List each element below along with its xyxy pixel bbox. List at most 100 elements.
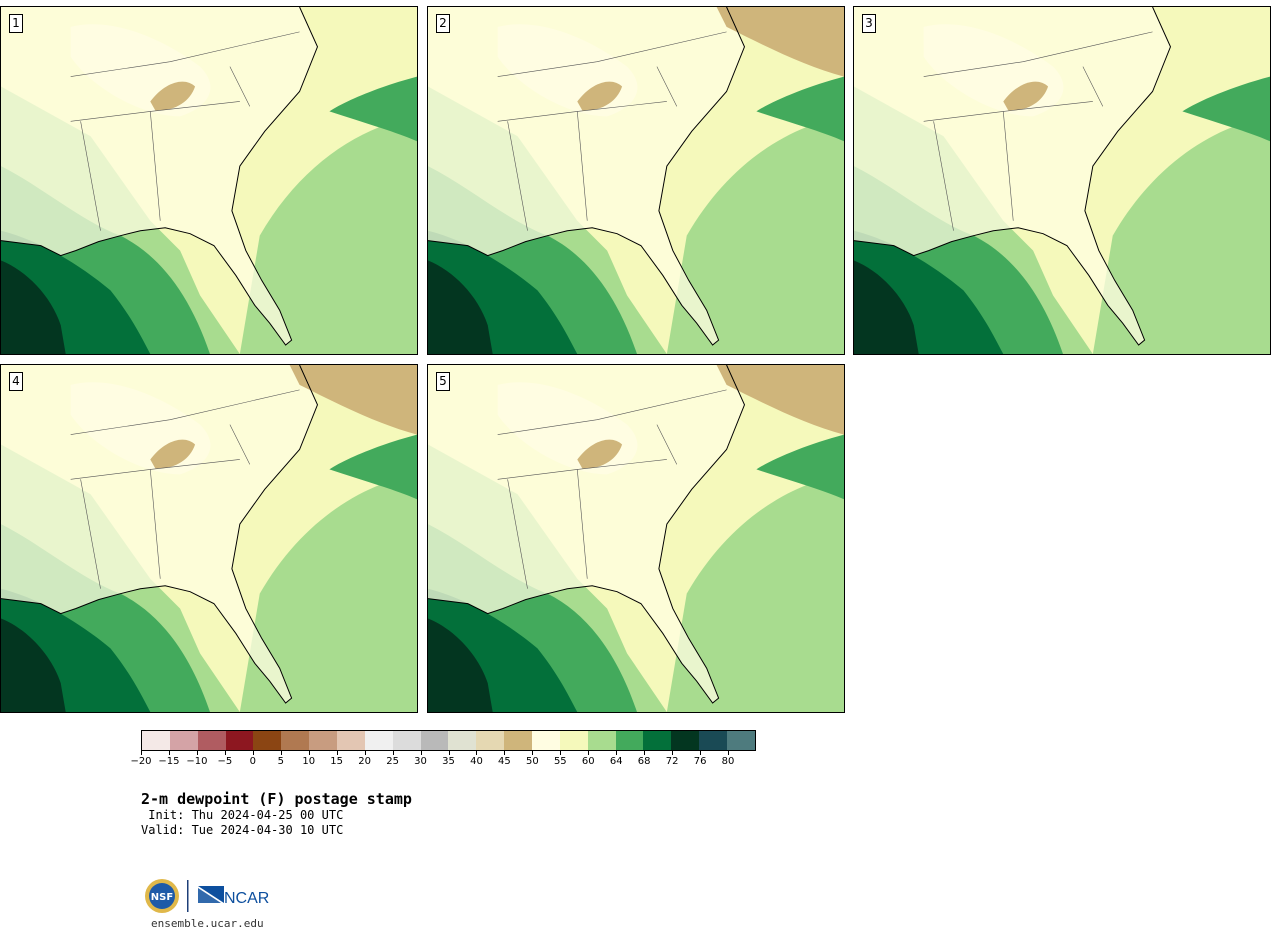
colorbar-swatch (448, 731, 477, 750)
colorbar-tick-label: 80 (721, 756, 735, 767)
colorbar-tick-mark (224, 751, 226, 755)
colorbar-ticks: −20 −15 −10 −5 0 5 10 15 20 25 30 35 40 45 50 55 60 64 68 7… (130, 751, 756, 771)
colorbar-tick-label: 76 (693, 756, 707, 767)
coastline-line (1, 7, 319, 346)
dry-pocket-region (577, 81, 623, 111)
colorbar-swatch (532, 731, 560, 750)
ncar-logo-icon: NCAR (198, 886, 269, 907)
coastline-line (854, 7, 1172, 346)
colorbar-tick-label: 35 (442, 756, 455, 767)
colorbar-swatch (337, 731, 365, 750)
dry-pocket-region (577, 439, 623, 469)
colorbar-tick-mark (504, 751, 506, 755)
plot-title: 2-m dewpoint (F) postage stamp (141, 790, 412, 808)
dry-pocket-region (150, 81, 196, 111)
colorbar-tick-mark (364, 751, 366, 755)
dewpoint-map-3 (854, 7, 1270, 354)
colorbar-swatch (197, 731, 226, 750)
colorbar-tick-label: −10 (186, 756, 208, 767)
humid-band-region (756, 434, 844, 500)
colorbar (141, 730, 756, 751)
dewpoint-map-4 (1, 365, 417, 712)
map-panel-4: 4 (0, 364, 418, 713)
colorbar-tick-mark (700, 751, 702, 755)
land-region (854, 7, 1171, 346)
humid-band-region (756, 76, 844, 142)
colorbar-tick-label: −5 (217, 756, 233, 767)
panel-label-1: 1 (9, 14, 23, 33)
coastline-line (428, 7, 746, 346)
map-panel-2: 2 (427, 6, 845, 355)
colorbar-swatch (392, 731, 421, 750)
colorbar-swatch (281, 731, 310, 750)
colorbar-swatch (364, 731, 393, 750)
state-borders-line (497, 389, 727, 589)
colorbar-tick-mark (336, 751, 338, 755)
humid-band-region (329, 76, 417, 142)
colorbar-swatch (309, 731, 338, 750)
state-borders-line (497, 31, 727, 231)
moist-ocean-region (1092, 116, 1270, 354)
colorbar-tick-mark (672, 751, 674, 755)
colorbar-tick-label: 5 (277, 756, 284, 767)
colorbar-swatch (559, 731, 588, 750)
colorbar-tick-label: 40 (470, 756, 483, 767)
colorbar-swatch (727, 731, 755, 750)
colorbar-swatch (420, 731, 449, 750)
humid-band-region (1182, 76, 1270, 142)
colorbar-tick-label: 15 (330, 756, 344, 767)
colorbar-tick-label: 72 (665, 756, 679, 767)
colorbar-tick-mark (532, 751, 534, 755)
colorbar-tick-label: 45 (498, 756, 511, 767)
dry-northeast-region (716, 365, 844, 435)
website-url: ensemble.ucar.edu (151, 917, 264, 930)
colorbar-tick-label: 20 (358, 756, 371, 767)
very-humid-region (428, 618, 493, 712)
state-borders-line (923, 31, 1153, 231)
map-panel-3: 3 (853, 6, 1271, 355)
colorbar-tick-mark (252, 751, 254, 755)
panel-label-4: 4 (9, 372, 23, 391)
dry-pocket-region (1003, 81, 1049, 111)
dewpoint-map-5 (428, 365, 844, 712)
colorbar-tick-label: 25 (386, 756, 399, 767)
colorbar-swatch (615, 731, 644, 750)
moist-ocean-region (666, 474, 844, 712)
dewpoint-map-1 (1, 7, 417, 354)
colorbar-tick-label: −20 (130, 756, 152, 767)
nsf-logo-text: NSF (151, 892, 173, 903)
dewpoint-map-2 (428, 7, 844, 354)
ncar-logo-text: NCAR (224, 890, 269, 907)
colorbar-tick-label: 68 (637, 756, 651, 767)
colorbar-swatch (169, 731, 198, 750)
moist-ocean-region (666, 116, 844, 354)
colorbar-swatch (142, 731, 170, 750)
very-humid-region (854, 260, 919, 354)
colorbar-tick-label: 64 (609, 756, 623, 767)
state-borders-line (70, 31, 300, 231)
colorbar-tick-label: 30 (414, 756, 427, 767)
state-borders-line (70, 389, 300, 589)
colorbar-tick-mark (560, 751, 562, 755)
colorbar-tick-label: 60 (581, 756, 595, 767)
colorbar-swatch (225, 731, 254, 750)
nsf-ncar-logos: NSF NCAR (145, 879, 269, 913)
colorbar-tick-mark (728, 751, 730, 755)
land-region (1, 365, 318, 704)
land-region (428, 7, 745, 346)
init-time: Init: Thu 2024-04-25 00 UTC (141, 808, 344, 822)
colorbar-swatch (699, 731, 728, 750)
colorbar-tick-label: 0 (249, 756, 256, 767)
colorbar-swatch (253, 731, 282, 750)
colorbar-tick-mark (420, 751, 422, 755)
colorbar-tick-mark (476, 751, 478, 755)
map-panel-5: 5 (427, 364, 845, 713)
colorbar-tick-mark (308, 751, 310, 755)
coastline-line (428, 365, 746, 704)
land-region (428, 365, 745, 704)
colorbar-tick-label: 50 (525, 756, 539, 767)
very-humid-region (428, 260, 493, 354)
coastline-line (1, 365, 319, 704)
panel-label-5: 5 (436, 372, 450, 391)
colorbar-swatch (504, 731, 533, 750)
